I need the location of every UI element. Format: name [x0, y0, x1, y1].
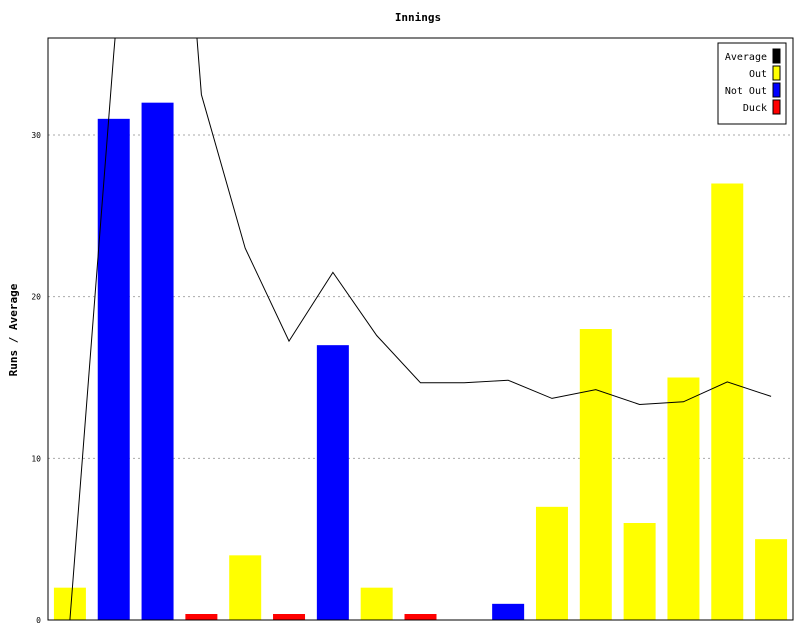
y-tick-label: 0 — [36, 616, 41, 625]
bar — [141, 102, 174, 620]
legend-label: Not Out — [725, 86, 767, 97]
bar — [755, 539, 788, 620]
bar — [97, 118, 130, 620]
bars — [53, 102, 788, 620]
bar — [360, 587, 393, 620]
legend-label: Average — [725, 52, 767, 63]
bar — [623, 523, 656, 620]
y-axis-label: Runs / Average — [7, 283, 20, 376]
legend-swatch — [772, 48, 781, 64]
y-ticks: 0 10 20 30 — [31, 131, 41, 625]
legend-swatch — [772, 65, 781, 81]
chart-title: Innings — [395, 11, 441, 24]
legend-label: Out — [749, 69, 767, 80]
bar — [185, 614, 218, 620]
bar — [667, 377, 700, 620]
y-tick-label: 10 — [31, 454, 41, 463]
y-tick-label: 20 — [31, 293, 41, 302]
legend-swatch — [772, 82, 781, 98]
bar — [711, 183, 744, 620]
legend: Average Out Not Out Duck — [717, 42, 787, 125]
bar — [229, 555, 262, 620]
bar — [404, 614, 437, 620]
average-line — [69, 38, 772, 620]
bar — [535, 506, 568, 620]
bar — [273, 614, 306, 620]
legend-label: Duck — [743, 103, 767, 114]
plot-frame — [47, 37, 794, 621]
y-tick-label: 30 — [31, 131, 41, 140]
bar — [316, 345, 349, 620]
legend-swatch — [772, 99, 781, 115]
average-line-group — [69, 38, 772, 620]
bar — [579, 329, 612, 620]
bar — [492, 603, 525, 620]
